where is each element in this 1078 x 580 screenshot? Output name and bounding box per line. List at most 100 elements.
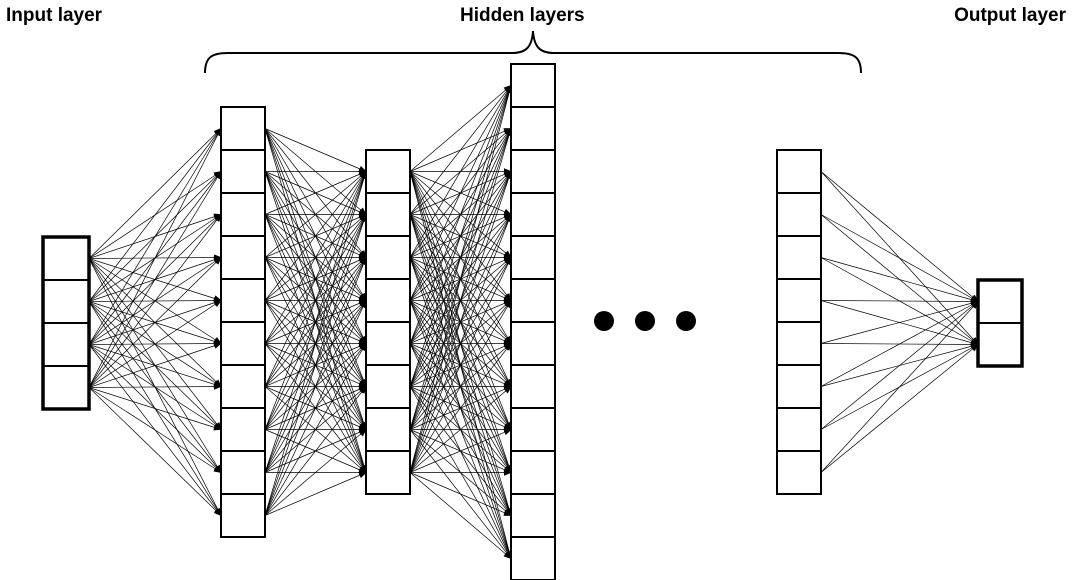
neuron-hidden-1-0: [220, 106, 266, 151]
ellipsis-dot-2: [676, 311, 696, 331]
connection-h1-h2-9-1: [264, 213, 367, 516]
connection-hlast-output-7-0: [820, 300, 979, 473]
neuron-hidden-3-10: [510, 493, 556, 538]
connection-input-h1-3-1: [88, 170, 222, 388]
connection-h2-h3-5-0: [409, 84, 512, 387]
layer-hidden-3: [510, 63, 556, 580]
connection-h2-h3-7-1: [409, 127, 513, 473]
connection-h2-h3-3-0: [409, 84, 512, 301]
layer-hidden-last-outline: [776, 149, 822, 495]
neuron-hidden-2-4: [365, 321, 411, 366]
neuron-hidden-3-8: [510, 407, 556, 452]
connection-h2-h3-7-5: [409, 299, 512, 473]
connection-h1-h2-9-5: [264, 385, 367, 516]
layer-output-outline: [976, 278, 1024, 368]
layer-hidden-last: [776, 149, 822, 495]
connection-input-h1-3-5: [88, 342, 222, 388]
neuron-hidden-last-0: [776, 149, 822, 194]
connection-h2-h3-7-8: [409, 429, 512, 473]
neuron-hidden-3-4: [510, 235, 556, 280]
neuron-hidden-2-1: [365, 192, 411, 237]
connection-h1-h2-2-0: [264, 171, 367, 215]
connection-hlast-output-2-0: [820, 257, 979, 303]
neuron-output-1: [977, 322, 1023, 367]
output-layer-label: Output layer: [954, 5, 1066, 26]
neuron-hidden-last-5: [776, 364, 822, 409]
neuron-hidden-1-5: [220, 321, 266, 366]
connection-h1-h2-9-7: [264, 472, 367, 516]
connection-h1-h2-9-6: [264, 428, 367, 516]
layer-hidden-2: [365, 149, 411, 495]
neuron-hidden-1-3: [220, 235, 266, 280]
neuron-hidden-3-9: [510, 450, 556, 495]
connection-input-h1-3-3: [88, 256, 222, 388]
connection-h1-h2-4-0: [264, 170, 367, 301]
neuron-input-0: [42, 236, 90, 281]
neuron-hidden-2-2: [365, 235, 411, 280]
neuron-input-3: [42, 365, 90, 410]
connections-group: [88, 84, 979, 560]
connection-h1-h2-3-0: [264, 170, 367, 258]
connection-input-h1-0-0: [88, 127, 222, 259]
connection-hlast-output-5-0: [820, 301, 979, 387]
neuron-hidden-3-3: [510, 192, 556, 237]
ellipsis-dot-0: [594, 311, 614, 331]
connection-input-h1-3-8: [88, 387, 222, 474]
layer-hidden-2-outline: [365, 149, 411, 495]
neuron-hidden-1-6: [220, 364, 266, 409]
connection-input-h1-3-4: [88, 299, 222, 388]
ellipsis-dot-1: [635, 311, 655, 331]
connection-h1-h2-6-0: [264, 170, 367, 387]
connection-input-h1-3-2: [88, 213, 222, 388]
neuron-hidden-2-3: [365, 278, 411, 323]
neuron-hidden-3-6: [510, 321, 556, 366]
connection-h2-h3-1-0: [409, 84, 512, 215]
connection-h2-h3-2-0: [409, 84, 512, 258]
neuron-hidden-1-8: [220, 450, 266, 495]
connection-h2-h3-7-2: [409, 170, 512, 473]
ellipsis-dots: [594, 311, 696, 331]
connection-h1-h2-7-0: [264, 170, 367, 430]
neuron-hidden-last-1: [776, 192, 822, 237]
layer-input: [41, 235, 91, 411]
connection-hlast-output-7-1: [820, 343, 979, 473]
connection-hlast-output-3-0: [820, 298, 979, 305]
neuron-hidden-last-3: [776, 278, 822, 323]
connection-hlast-output-4-0: [820, 300, 979, 344]
neuron-hidden-3-5: [510, 278, 556, 323]
connection-input-h1-3-9: [88, 387, 222, 517]
layers-group: [41, 63, 1024, 580]
connection-h2-h3-0-0: [409, 84, 512, 172]
connection-input-h1-3-7: [88, 387, 222, 431]
neuron-hidden-2-0: [365, 149, 411, 194]
hidden-layers-label: Hidden layers: [460, 5, 585, 26]
neuron-hidden-last-6: [776, 407, 822, 452]
neuron-hidden-1-2: [220, 192, 266, 237]
connection-h2-h3-7-10: [409, 472, 512, 516]
connection-input-h1-2-0: [88, 127, 222, 345]
neuron-hidden-1-9: [220, 493, 266, 538]
connection-input-h1-3-0: [88, 127, 222, 388]
connection-h1-h2-9-3: [264, 299, 367, 516]
neuron-input-1: [42, 279, 90, 324]
neuron-hidden-2-5: [365, 364, 411, 409]
neuron-hidden-2-6: [365, 407, 411, 452]
connection-hlast-output-6-0: [820, 300, 979, 430]
neuron-input-2: [42, 322, 90, 367]
neuron-hidden-2-7: [365, 450, 411, 495]
neuron-hidden-3-1: [510, 106, 556, 151]
neuron-hidden-3-0: [510, 63, 556, 108]
layer-hidden-1: [220, 106, 266, 538]
layer-output: [976, 278, 1024, 368]
connection-h2-h3-7-7: [409, 385, 512, 473]
connection-h1-h2-0-0: [264, 128, 367, 172]
connection-h2-h3-7-11: [409, 472, 512, 560]
connection-h2-h3-7-4: [409, 256, 512, 473]
connection-h2-h3-4-0: [409, 84, 512, 344]
neuron-hidden-3-7: [510, 364, 556, 409]
hidden-layers-brace: [204, 30, 862, 74]
neuron-hidden-last-7: [776, 450, 822, 495]
connection-hlast-output-0-0: [820, 171, 979, 303]
layer-hidden-3-outline: [510, 63, 556, 580]
connection-h2-h3-6-0: [409, 84, 513, 430]
